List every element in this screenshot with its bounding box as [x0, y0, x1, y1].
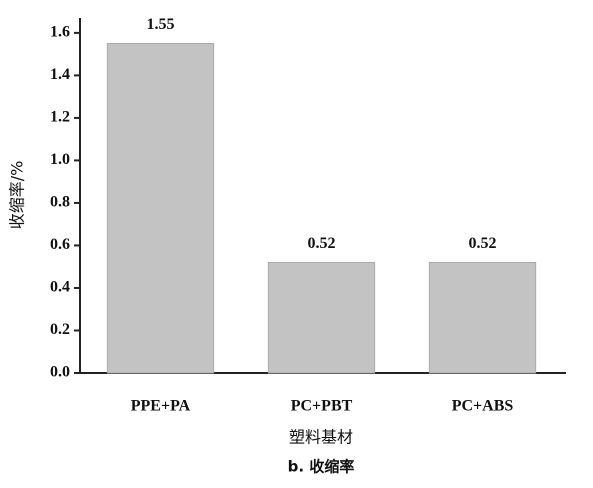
y-tick-label: 1.2 — [50, 109, 70, 126]
data-label: 1.55 — [147, 16, 175, 33]
y-tick-label: 0.8 — [50, 194, 70, 211]
y-tick-label: 0.2 — [50, 321, 70, 338]
y-tick-label: 1.6 — [50, 24, 70, 41]
x-tick-label: PC+ABS — [452, 398, 514, 415]
y-axis-label: 收缩率/% — [8, 161, 27, 230]
y-tick-label: 1.4 — [50, 66, 70, 83]
y-tick-label: 1.0 — [50, 151, 70, 168]
x-axis-label: 塑料基材 — [289, 428, 353, 447]
y-tick-label: 0.6 — [50, 236, 70, 253]
bar — [428, 261, 537, 374]
y-tick-label: 0.4 — [50, 279, 70, 296]
bar — [267, 261, 376, 374]
bar — [106, 43, 215, 374]
y-tick-label: 0.0 — [50, 364, 70, 381]
data-label: 0.52 — [469, 235, 497, 252]
x-tick-label: PPE+PA — [131, 398, 191, 415]
x-tick-label: PC+PBT — [291, 398, 353, 415]
chart-title: b. 收缩率 — [288, 458, 355, 476]
data-label: 0.52 — [308, 235, 336, 252]
